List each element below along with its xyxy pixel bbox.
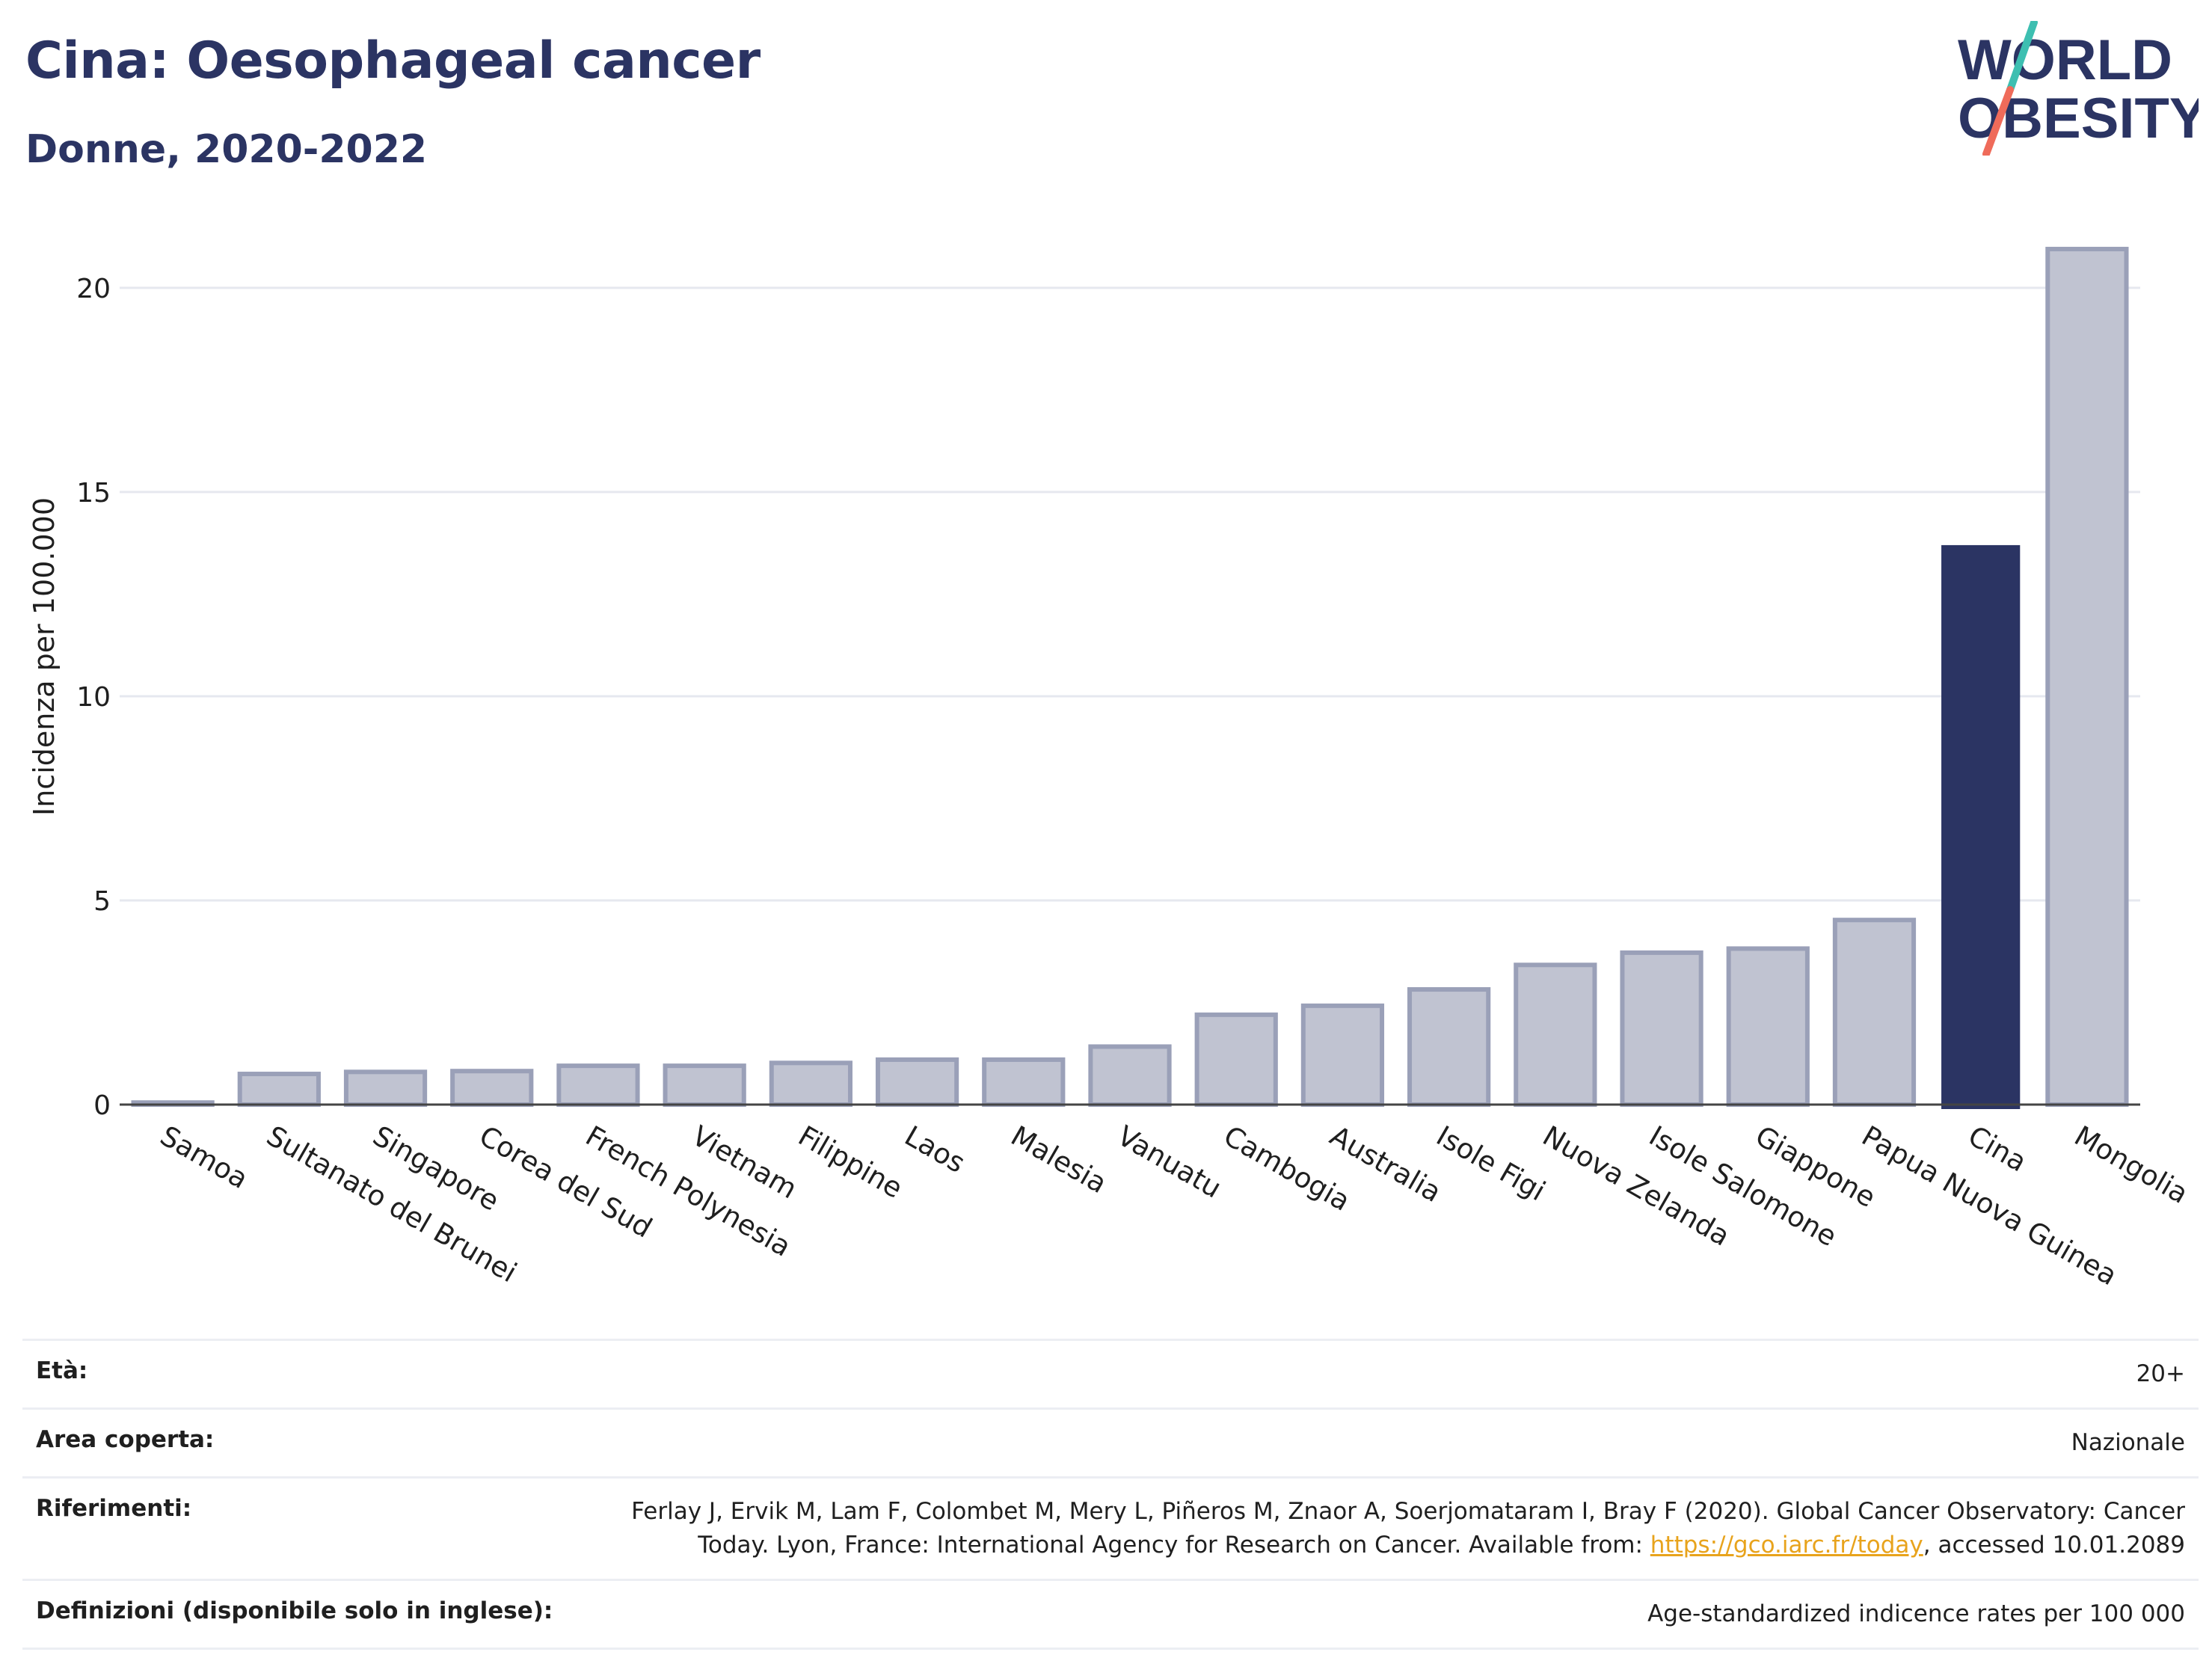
bar-isole-salomone <box>1620 950 1703 1108</box>
area-value: Nazionale <box>2071 1428 2185 1456</box>
bar-filippine <box>769 1060 852 1107</box>
bar-corea-del-sud <box>450 1069 534 1108</box>
world-obesity-logo: WORLD OBESITY <box>1958 21 2199 156</box>
x-tick-labels: Samoa Sultanato del BruneiSingaporeCorea … <box>155 1120 2193 1292</box>
bar-vietnam <box>663 1063 746 1108</box>
definitions-value: Age-standardized indicence rates per 100… <box>1647 1600 2185 1627</box>
chart-subtitle: Donne, 2020-2022 <box>25 127 428 172</box>
age-label: Età: <box>36 1357 88 1384</box>
footer-row-definitions: Definizioni (disponibile solo in inglese… <box>22 1578 2199 1650</box>
bar-french-polynesia <box>556 1063 640 1108</box>
footer-row-area: Area coperta: Nazionale <box>22 1407 2199 1476</box>
definitions-label: Definizioni (disponibile solo in inglese… <box>36 1597 553 1624</box>
y-axis-label: Incidenza per 100.000 <box>28 497 61 816</box>
x-tick-label: Mongolia <box>2069 1120 2193 1210</box>
grid-lines <box>120 286 2140 902</box>
y-tick-label: 10 <box>76 682 111 713</box>
x-tick-label: Isole Figi <box>1431 1120 1551 1207</box>
x-tick-label: Nuova Zelanda <box>1537 1120 1736 1253</box>
bar-giappone <box>1726 946 1810 1108</box>
references-accessed: , accessed 10.01.2089 <box>1923 1531 2185 1559</box>
bar-chart: 0 5 10 15 20 Samoa Sultanato del BruneiSingap… <box>28 247 2193 1292</box>
x-tick-label: Laos <box>899 1120 970 1179</box>
x-tick-label: Cina <box>1963 1120 2033 1178</box>
metadata-table: Età: 20+ Area coperta: Nazionale Riferim… <box>22 1339 2199 1650</box>
references-link[interactable]: https://gco.iarc.fr/today <box>1650 1531 1923 1559</box>
y-tick-label: 0 <box>93 1090 111 1121</box>
bar-singapore <box>343 1069 428 1108</box>
bar-isole-figi <box>1407 987 1491 1108</box>
bar-nuova-zelanda <box>1514 962 1597 1107</box>
bar-australia <box>1300 1003 1385 1107</box>
y-tick-label: 20 <box>76 274 111 304</box>
x-tick-label: Malesia <box>1006 1120 1113 1200</box>
references-value: Ferlay J, Ervik M, Lam F, Colombet M, Me… <box>577 1495 2185 1562</box>
y-tick-labels: 0 5 10 15 20 <box>76 274 111 1121</box>
bar-mongolia <box>2045 247 2129 1107</box>
logo-word-world: WORLD <box>1958 28 2172 92</box>
x-tick-label: Samoa <box>155 1120 254 1195</box>
bars <box>131 247 2129 1109</box>
area-label: Area coperta: <box>36 1425 215 1453</box>
footer-row-age: Età: 20+ <box>22 1339 2199 1407</box>
y-tick-label: 5 <box>93 886 111 917</box>
bar-cambogia <box>1194 1012 1278 1107</box>
footer-row-references: Riferimenti: Ferlay J, Ervik M, Lam F, C… <box>22 1476 2199 1579</box>
x-tick-label: Vanuatu <box>1112 1120 1227 1205</box>
references-label: Riferimenti: <box>36 1494 192 1522</box>
bar-laos <box>875 1057 959 1108</box>
bar-sultanato-del-brunei <box>237 1072 321 1107</box>
bar-papua-nuova-guinea <box>1832 918 1917 1108</box>
x-tick-label: Filippine <box>793 1120 908 1205</box>
chart-title: Cina: Oesophageal cancer <box>25 31 761 90</box>
bar-cina <box>1941 544 2021 1109</box>
y-tick-label: 15 <box>76 478 111 509</box>
logo-slash-coral <box>1982 86 2014 156</box>
bar-malesia <box>982 1057 1066 1108</box>
logo-slash-teal <box>2006 21 2038 93</box>
x-tick-label: Isole Salomone <box>1644 1120 1842 1253</box>
bar-vanuatu <box>1088 1044 1172 1108</box>
age-value: 20+ <box>2136 1360 2185 1387</box>
references-text: Ferlay J, Ervik M, Lam F, Colombet M, Me… <box>631 1497 2185 1559</box>
